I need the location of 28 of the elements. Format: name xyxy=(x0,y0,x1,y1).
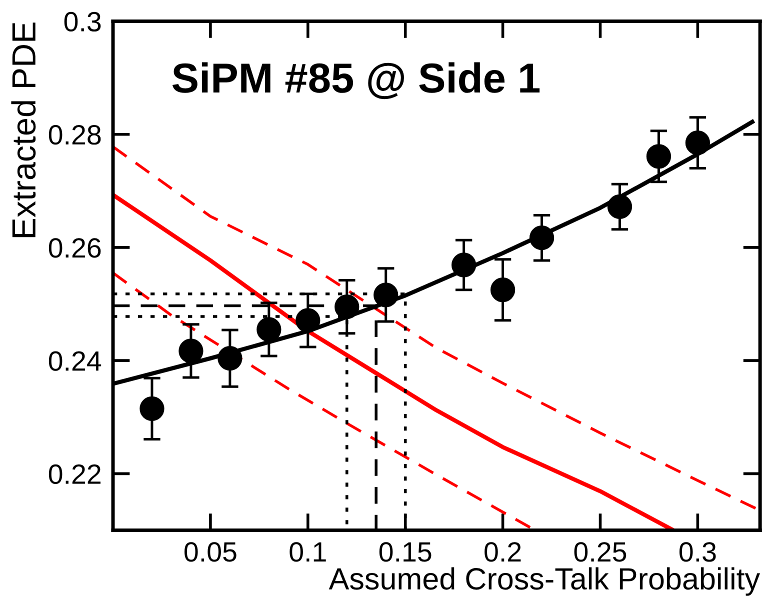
point xyxy=(685,130,710,156)
point xyxy=(296,308,320,333)
point xyxy=(490,278,516,302)
x-tick-label: 0.3 xyxy=(679,542,716,562)
x-tick-label: 0.2 xyxy=(484,542,521,562)
y-tick-label: 0.22 xyxy=(48,464,101,484)
point xyxy=(256,317,282,342)
point xyxy=(646,144,672,169)
x-tick-label: 0.15 xyxy=(379,542,432,562)
point xyxy=(374,282,398,308)
y-tick-label: 0.26 xyxy=(48,238,101,258)
point xyxy=(529,226,554,250)
point xyxy=(218,346,242,371)
x-tick-label: 0.25 xyxy=(574,542,626,562)
y-tick-label: 0.28 xyxy=(48,125,101,145)
x-axis-title: Assumed Cross-Talk Probability xyxy=(328,567,760,596)
point xyxy=(334,294,360,320)
x-tick-label: 0.1 xyxy=(290,542,326,562)
point xyxy=(452,252,476,278)
y-tick-label: 0.24 xyxy=(48,351,102,371)
y-axis-title: Extracted PDE xyxy=(11,22,36,238)
line-series xyxy=(113,192,676,530)
point xyxy=(607,194,632,220)
point xyxy=(140,396,164,421)
x-tick-label: 0.05 xyxy=(184,542,236,562)
annotation: SiPM #85 @ Side 1 xyxy=(172,62,540,100)
y-tick-label: 0.3 xyxy=(64,12,101,32)
point xyxy=(178,338,204,364)
